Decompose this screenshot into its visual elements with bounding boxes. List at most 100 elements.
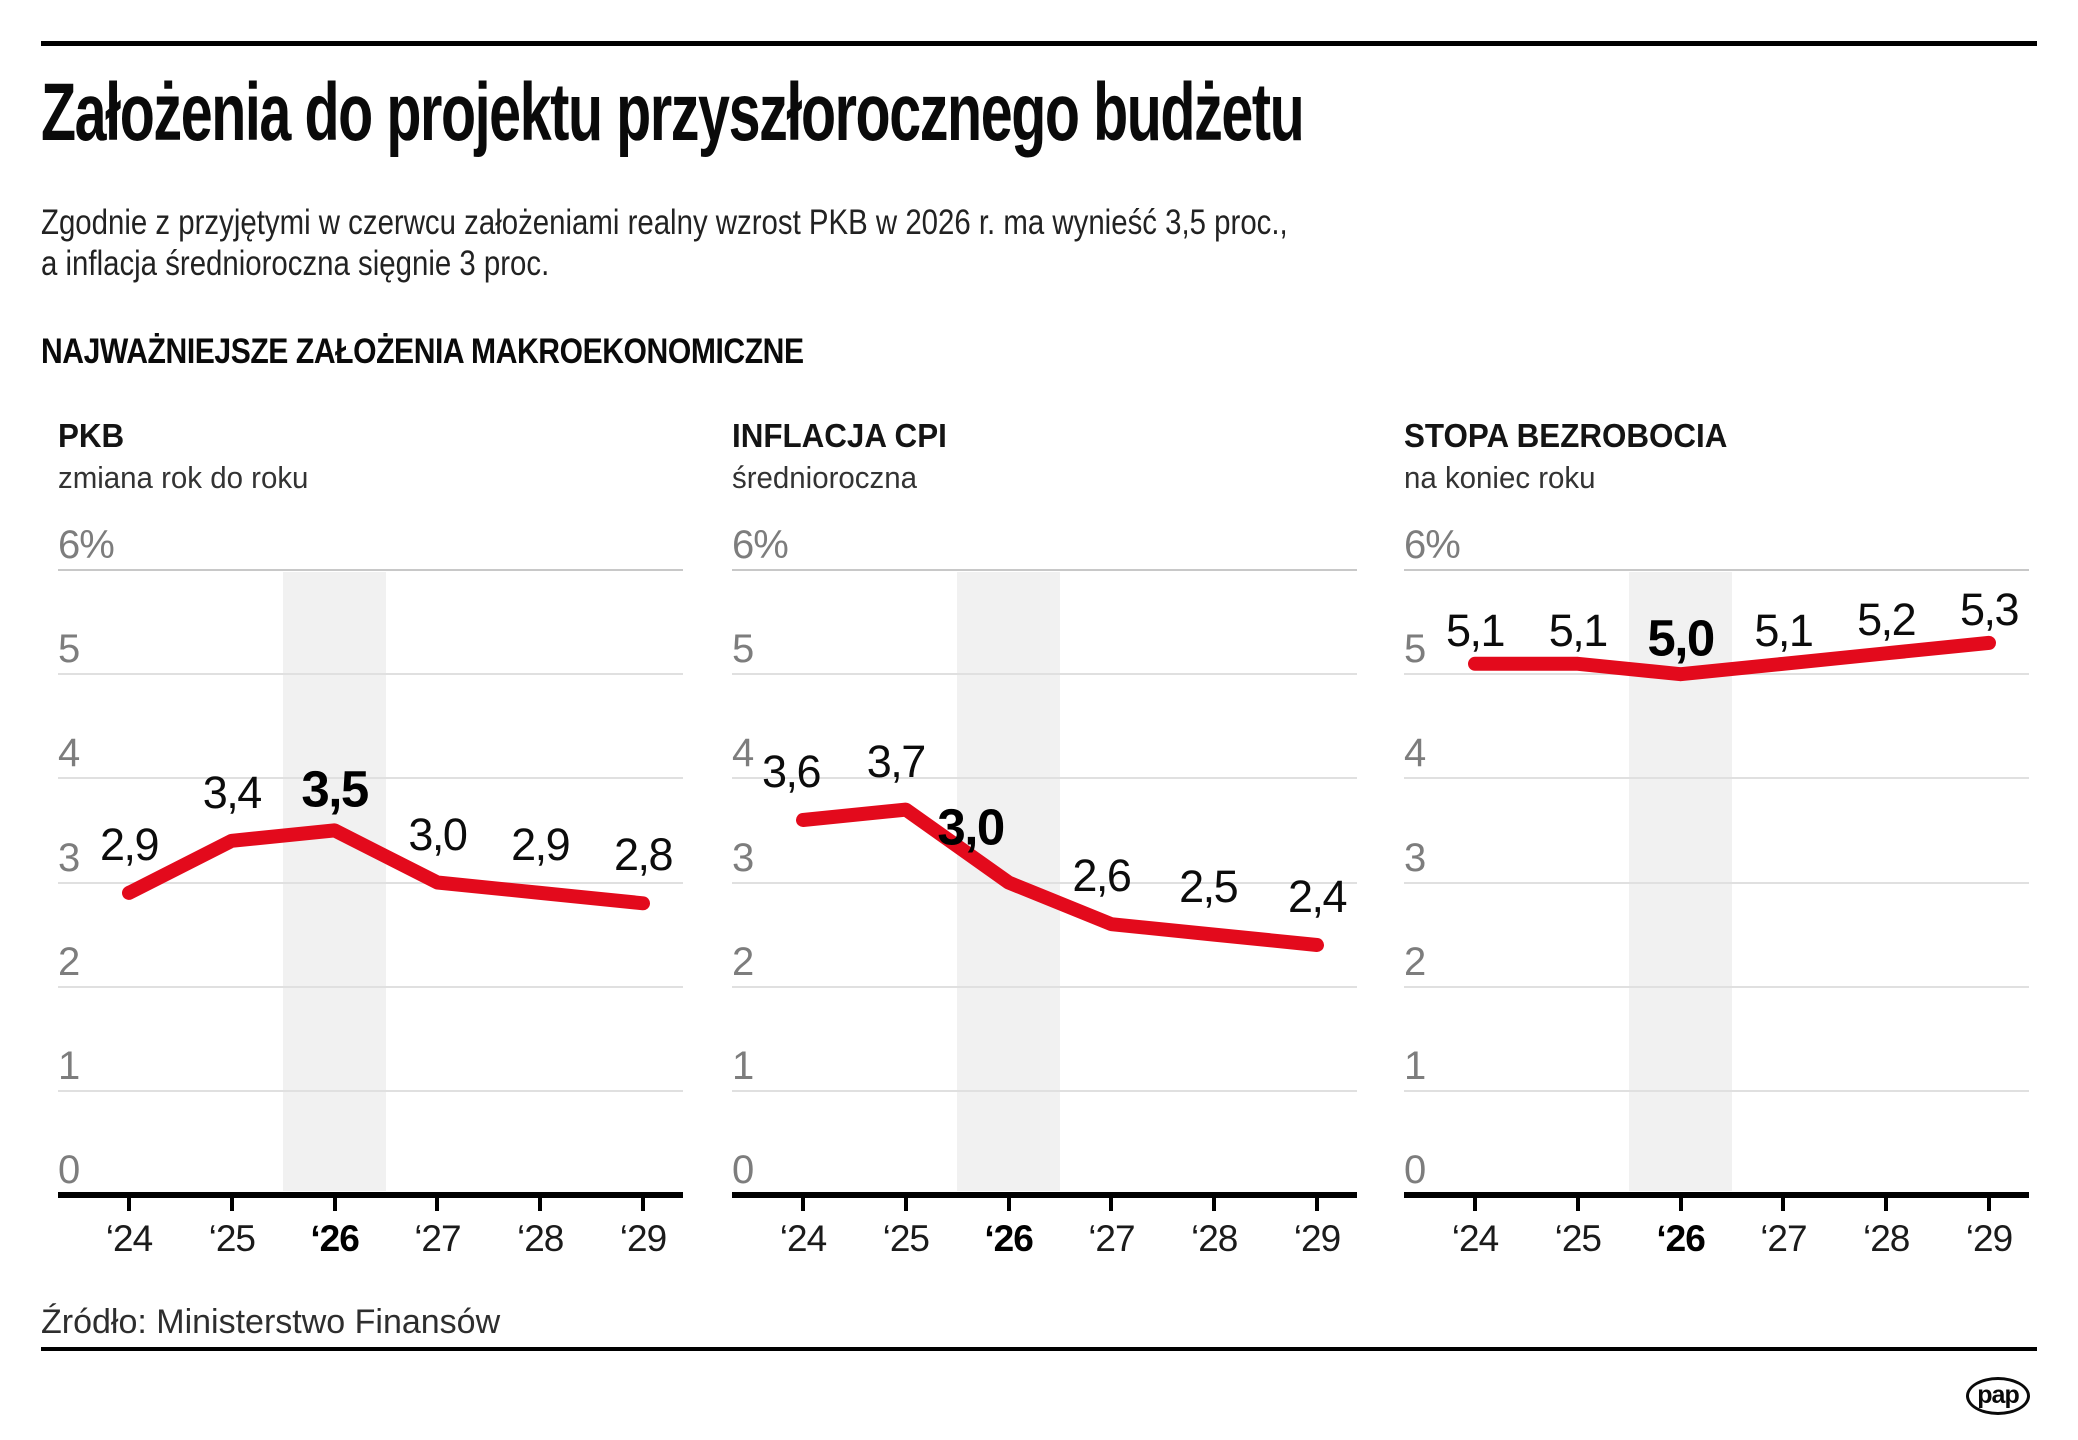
y-axis-label: 3 [58,835,80,880]
data-line [796,802,1324,952]
pap-logo: pap [1966,1377,2030,1415]
y-axis-label: 6% [58,523,115,567]
value-label: 2,4 [1287,871,1348,922]
axis-tick [1315,1198,1319,1211]
x-tick-label: ‘29 [619,1218,667,1259]
y-axis-label: 1 [1404,1043,1426,1088]
data-line [1468,635,1996,682]
axis-tick [332,1198,337,1211]
value-label: 2,5 [1179,860,1239,912]
gridline [58,777,683,780]
data-line [122,823,650,911]
y-axis-label: 5 [1404,627,1426,672]
plot-area: 0 1 2 3 4 5 6% 2,9 3,4 3,5 3,0 2,9 2,8 ‘24 ‘25 ‘26 ‘27 ‘2… [58,525,683,1259]
page-subtitle-line1: Zgodnie z przyjętymi w czerwcu założenia… [41,203,1288,242]
gridline [58,673,683,676]
x-tick-label: ‘27 [1088,1218,1135,1259]
y-axis-label: 3 [732,835,754,880]
axis-tick [641,1198,645,1211]
gridline [58,881,683,884]
axis-tick [1884,1198,1889,1211]
value-label: 3,5 [301,760,369,818]
axis-tick [538,1198,543,1211]
value-label: 3,0 [408,808,468,860]
y-axis-label: 2 [732,939,754,984]
chart-pkb: PKB zmiana rok do roku 0 1 2 3 4 5 6% 2,9 3,4 3,5 3,… [58,418,683,1278]
x-tick-label: ‘25 [882,1218,930,1259]
page-title-text: Założenia do projektu przyszłorocznego b… [41,67,1305,158]
value-label: 3,4 [202,766,263,818]
chart-inflacja-cpi: INFLACJA CPI średnioroczna 0 1 2 3 4 5 6% 3,6 3,7 3… [732,418,1357,1278]
axis-tick [1781,1198,1786,1211]
y-axis-label: 1 [732,1043,754,1088]
y-axis-label: 5 [732,627,754,672]
x-tick-label: ‘28 [516,1218,564,1259]
y-axis-label: 6% [1404,523,1461,567]
gridline [1404,1089,2029,1092]
data-line-path [1468,635,1996,682]
x-tick-label: ‘27 [1760,1218,1807,1259]
axis-tick [801,1198,805,1211]
bottom-rule [41,1347,2037,1351]
axis-tick [435,1198,440,1211]
x-tick-label: ‘29 [1965,1218,2013,1259]
chart-title: INFLACJA CPI [732,417,947,454]
x-axis [58,1192,683,1198]
chart-subtitle: zmiana rok do roku [58,460,309,495]
gridline [1404,569,2029,571]
y-axis-label: 4 [732,731,754,776]
value-label: 5,0 [1647,609,1715,667]
gridline [732,985,1357,988]
gridline [732,673,1357,676]
value-label: 5,1 [1754,604,1814,656]
y-axis-label: 4 [1404,731,1426,776]
x-tick-label: ‘26 [1656,1218,1705,1259]
x-tick-label: ‘26 [310,1218,359,1259]
axis-tick [1575,1198,1580,1211]
value-label: 2,8 [613,829,674,881]
y-axis-label: 6% [732,523,789,567]
gridline [732,1089,1357,1092]
gridline [732,777,1357,780]
value-label: 5,1 [1445,604,1506,656]
x-tick-label: ‘25 [208,1218,256,1259]
axis-tick [1678,1198,1683,1211]
gridline [1404,985,2029,988]
section-heading: NAJWAŻNIEJSZE ZAŁOŻENIA MAKROEKONOMICZNE [41,332,928,372]
value-label: 2,6 [1072,850,1132,902]
gridline [58,985,683,988]
plot-area: 0 1 2 3 4 5 6% 5,1 5,1 5,0 5,1 5,2 5,3 ‘24 ‘25 ‘26 ‘27 ‘2… [1404,525,2029,1259]
value-label: 3,0 [937,798,1005,855]
value-label: 3,6 [761,746,822,797]
source-note: Źródło: Ministerstwo Finansów [41,1303,501,1341]
chart-stopa-bezrobocia: STOPA BEZROBOCIA na koniec roku 0 1 2 3 4 5 6% 5,… [1404,418,2029,1278]
gridline [58,569,683,571]
x-tick-label: ‘29 [1293,1218,1341,1259]
x-axis [732,1192,1357,1198]
y-axis-label: 2 [58,939,80,984]
top-rule [41,41,2037,46]
data-line-path [122,823,650,911]
data-line-path [796,802,1324,952]
value-label: 5,2 [1857,594,1917,646]
gridline [58,1089,683,1092]
y-axis-label: 0 [732,1148,754,1192]
axis-tick [1006,1198,1011,1211]
pap-logo-text: pap [1977,1380,2019,1409]
chart-title: STOPA BEZROBOCIA [1404,417,1728,454]
gridline [732,881,1357,884]
gridline [1404,777,2029,780]
y-axis-label: 0 [1404,1148,1426,1192]
gridline [1404,881,2029,884]
x-tick-label: ‘27 [414,1218,461,1259]
value-label: 5,3 [1959,583,2020,635]
x-tick-label: ‘24 [105,1218,153,1259]
chart-subtitle: na koniec roku [1404,460,1596,495]
x-tick-label: ‘26 [984,1218,1033,1259]
chart-title: PKB [58,417,125,454]
axis-tick [127,1198,131,1211]
value-label: 2,9 [99,818,160,870]
page-subtitle: Zgodnie z przyjętymi w czerwcu założenia… [41,202,1525,284]
y-axis-label: 4 [58,731,80,776]
